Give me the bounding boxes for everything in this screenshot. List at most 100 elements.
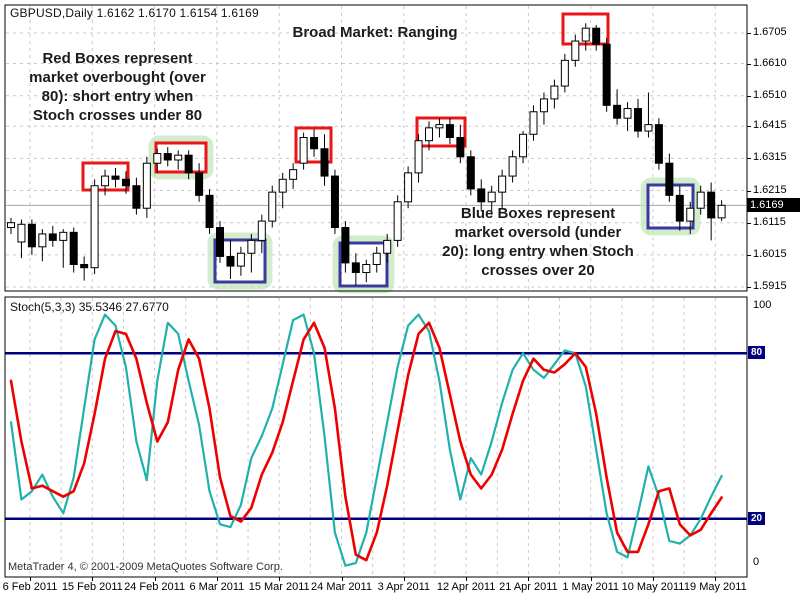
chart-title: GBPUSD,Daily 1.6162 1.6170 1.6154 1.6169 xyxy=(10,6,259,20)
bear-candle xyxy=(654,124,663,164)
price-axis-label: 1.6415 xyxy=(753,119,787,132)
bear-candle xyxy=(675,194,684,222)
candlestick-series xyxy=(7,23,726,286)
stochastic-pane[interactable] xyxy=(0,291,800,583)
date-axis-tick xyxy=(715,577,717,581)
date-axis-tick xyxy=(528,577,530,581)
price-axis-tick xyxy=(747,33,751,34)
stoch-level-label-80: 80 xyxy=(748,346,766,360)
bull-candle xyxy=(498,175,507,193)
bear-candle xyxy=(226,255,235,267)
bull-candle xyxy=(696,191,705,209)
date-axis-label: 24 Mar 2011 xyxy=(311,581,372,593)
bull-candle xyxy=(435,124,444,129)
main-grid xyxy=(6,6,746,290)
bear-candle xyxy=(121,178,130,187)
bull-candle xyxy=(7,222,15,229)
annotation-line: Stoch crosses under 80 xyxy=(32,107,203,124)
bull-candle xyxy=(529,111,538,135)
bull-candle xyxy=(519,133,528,158)
price-axis-tick xyxy=(747,126,751,128)
bull-candle xyxy=(174,154,183,161)
date-axis-label: 15 Feb 2011 xyxy=(61,581,123,593)
price-axis-tick xyxy=(747,287,751,288)
copyright-text: MetaTrader 4, © 2001-2009 MetaQuotes Sof… xyxy=(8,561,283,573)
price-axis-label: 1.6215 xyxy=(753,183,787,196)
bear-candle xyxy=(707,191,716,219)
annotation-line: market oversold (under xyxy=(454,224,622,241)
bull-candle xyxy=(278,178,287,193)
date-axis-tick xyxy=(341,577,343,581)
annotation-line: crosses over 20 xyxy=(481,262,595,279)
bull-candle xyxy=(404,172,413,203)
bear-candle xyxy=(111,175,120,180)
bull-candle xyxy=(257,220,266,241)
bull-candle xyxy=(236,252,245,267)
bull-candle xyxy=(560,59,569,87)
price-axis-tick xyxy=(747,254,751,256)
indicator-title: Stoch(5,3,3) 35.5346 27.6770 xyxy=(10,300,169,314)
bear-candle xyxy=(456,136,465,158)
bull-candle xyxy=(581,27,590,42)
bear-candle xyxy=(320,148,329,177)
bear-candle xyxy=(80,263,89,269)
price-axis-label: 1.6115 xyxy=(753,215,786,228)
bear-candle xyxy=(310,136,319,150)
bear-candle xyxy=(163,153,172,161)
price-axis-tick xyxy=(747,190,751,192)
bull-candle xyxy=(268,191,277,222)
date-axis-label: 12 Apr 2011 xyxy=(436,581,496,593)
stoch-pane-border xyxy=(4,296,748,578)
bull-candle xyxy=(153,153,162,164)
date-axis-tick xyxy=(30,577,31,581)
bull-candle xyxy=(289,169,298,180)
price-chart-pane[interactable] xyxy=(0,0,800,297)
bear-candle xyxy=(592,27,601,45)
date-axis-label: 15 Mar 2011 xyxy=(248,581,310,593)
bear-candle xyxy=(477,188,486,203)
bear-candle xyxy=(195,172,204,196)
date-axis-label: 6 Mar 2011 xyxy=(189,581,245,593)
date-axis-label: 1 May 2011 xyxy=(562,581,620,593)
date-axis-tick xyxy=(466,577,468,581)
price-axis-label: 1.6510 xyxy=(753,88,787,101)
overbought-box xyxy=(294,126,333,164)
date-axis-label: 10 May 2011 xyxy=(621,581,685,593)
bear-candle xyxy=(27,223,36,248)
price-axis-tick xyxy=(747,95,751,97)
date-axis-tick xyxy=(154,577,156,581)
main-pane-border xyxy=(4,4,748,292)
bull-candle xyxy=(425,127,433,142)
signal-box-glow xyxy=(332,235,395,294)
annotation-line: 80): short entry when xyxy=(41,88,194,105)
bear-candle xyxy=(634,108,642,132)
bear-candle xyxy=(613,104,622,119)
bear-candle xyxy=(48,233,57,241)
bull-candle xyxy=(372,252,381,265)
date-axis-label: 21 Apr 2011 xyxy=(499,581,558,593)
date-axis-tick xyxy=(403,577,405,581)
signal-box-glow xyxy=(207,232,273,290)
price-axis-tick xyxy=(747,63,751,65)
bull-candle xyxy=(299,136,308,164)
bull-candle xyxy=(17,223,26,243)
bull-candle xyxy=(383,239,392,254)
date-axis-tick xyxy=(279,577,281,581)
annotation-line: 20): long entry when Stoch xyxy=(442,243,634,260)
bull-candle xyxy=(508,156,517,177)
price-axis-label: 1.6315 xyxy=(753,151,787,164)
stoch-axis-label: 100 xyxy=(753,299,772,311)
signal-box-glow xyxy=(148,135,214,180)
bear-candle xyxy=(69,231,78,265)
bull-candle xyxy=(38,233,47,248)
date-axis-tick xyxy=(216,577,218,581)
bear-candle xyxy=(184,154,193,174)
annotation-line: Blue Boxes represent xyxy=(460,205,616,222)
bear-candle xyxy=(330,175,339,229)
bear-candle xyxy=(351,262,360,274)
bull-candle xyxy=(550,85,559,100)
stoch-axis-label: 0 xyxy=(753,556,760,568)
date-axis-label: 24 Feb 2011 xyxy=(124,581,186,593)
date-axis-tick xyxy=(590,577,592,581)
current-price-tag: 1.6169 xyxy=(747,198,800,213)
